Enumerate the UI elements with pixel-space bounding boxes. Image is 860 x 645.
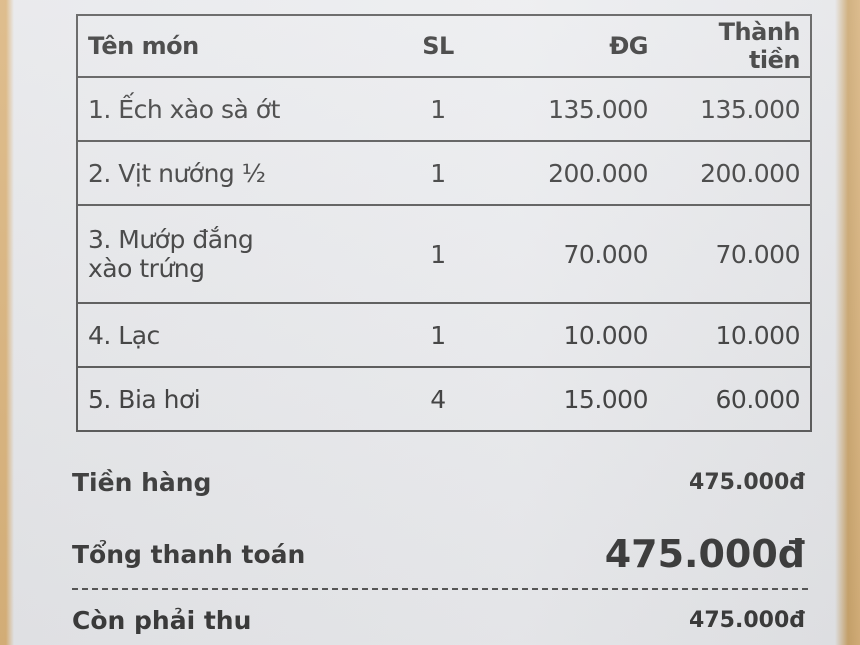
table-row: 5. Bia hơi 4 15.000 60.000	[77, 366, 811, 432]
item-name: 4. Lạc	[77, 302, 398, 368]
item-price: 135.000	[478, 76, 658, 142]
header-qty: SL	[398, 14, 478, 78]
items-table: Tên món SL ĐG Thành tiền 1. Ếch xào sà ớ…	[76, 14, 812, 432]
item-price: 15.000	[478, 366, 658, 432]
amount-due-label: Còn phải thu	[72, 606, 252, 635]
table-row: 3. Mướp đắng xào trứng 1 70.000 70.000	[77, 204, 811, 304]
item-name: 3. Mướp đắng xào trứng	[77, 204, 398, 304]
header-name: Tên món	[77, 14, 398, 78]
item-qty: 1	[398, 302, 478, 368]
item-total: 10.000	[658, 302, 811, 368]
header-total: Thành tiền	[658, 14, 811, 78]
item-qty: 4	[398, 366, 478, 432]
total-row: Tổng thanh toán 475.000đ	[72, 532, 805, 576]
item-total: 135.000	[658, 76, 811, 142]
item-name: 1. Ếch xào sà ớt	[77, 76, 398, 142]
dashed-divider	[72, 588, 808, 590]
item-qty: 1	[398, 140, 478, 206]
item-total: 60.000	[658, 366, 811, 432]
subtotal-value: 475.000đ	[689, 470, 805, 495]
item-qty: 1	[398, 76, 478, 142]
item-name: 5. Bia hơi	[77, 366, 398, 432]
header-price: ĐG	[478, 14, 658, 78]
amount-due-row: Còn phải thu 475.000đ	[72, 606, 805, 635]
item-price: 70.000	[478, 204, 658, 304]
amount-due-value: 475.000đ	[689, 608, 805, 633]
table-row: 2. Vịt nướng ½ 1 200.000 200.000	[77, 140, 811, 206]
item-price: 10.000	[478, 302, 658, 368]
subtotal-row: Tiền hàng 475.000đ	[72, 468, 805, 497]
item-price: 200.000	[478, 140, 658, 206]
table-header: Tên món SL ĐG Thành tiền	[77, 14, 811, 78]
item-total: 200.000	[658, 140, 811, 206]
subtotal-label: Tiền hàng	[72, 468, 212, 497]
total-label: Tổng thanh toán	[72, 539, 306, 569]
item-total: 70.000	[658, 204, 811, 304]
item-name: 2. Vịt nướng ½	[77, 140, 398, 206]
table-row: 1. Ếch xào sà ớt 1 135.000 135.000	[77, 76, 811, 142]
total-value: 475.000đ	[604, 532, 805, 576]
item-qty: 1	[398, 204, 478, 304]
table-row: 4. Lạc 1 10.000 10.000	[77, 302, 811, 368]
